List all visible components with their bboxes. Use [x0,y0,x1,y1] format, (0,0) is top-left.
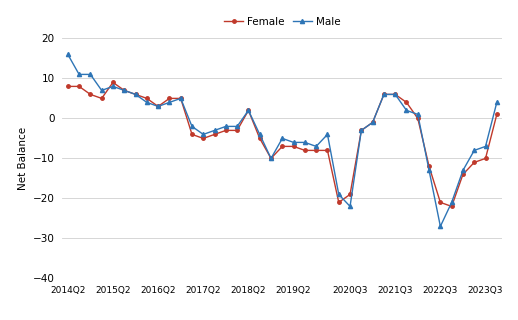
Male [324,132,330,136]
Female [76,84,82,88]
Y-axis label: Net Balance: Net Balance [19,127,28,190]
Male [449,200,455,204]
Female [302,148,308,152]
Female [65,84,71,88]
Male [76,72,82,76]
Male [256,132,263,136]
Male [482,145,488,148]
Female [223,128,229,132]
Female [369,120,376,124]
Male [268,156,274,160]
Male [246,108,252,112]
Line: Female: Female [66,81,498,208]
Male [234,124,240,128]
Male [392,92,398,96]
Female [415,116,421,120]
Female [404,100,410,104]
Female [426,164,432,168]
Female [392,92,398,96]
Line: Male: Male [66,52,499,228]
Male [347,204,353,208]
Male [223,124,229,128]
Female [358,128,365,132]
Female [133,92,139,96]
Male [178,97,184,100]
Female [494,112,500,116]
Male [166,100,172,104]
Male [494,100,500,104]
Female [246,108,252,112]
Male [404,108,410,112]
Female [256,136,263,140]
Male [143,100,150,104]
Female [291,145,297,148]
Male [189,124,195,128]
Male [313,145,319,148]
Male [415,112,421,116]
Female [449,204,455,208]
Female [347,192,353,196]
Female [200,136,206,140]
Male [121,88,127,92]
Male [358,128,365,132]
Male [369,120,376,124]
Male [155,104,161,108]
Male [87,72,93,76]
Female [189,132,195,136]
Male [471,148,478,152]
Female [381,92,387,96]
Male [291,140,297,144]
Female [110,80,116,84]
Male [336,192,342,196]
Male [110,84,116,88]
Male [65,52,71,56]
Female [336,200,342,204]
Female [313,148,319,152]
Female [279,145,285,148]
Male [98,88,105,92]
Male [279,136,285,140]
Male [460,168,466,172]
Female [178,97,184,100]
Female [211,132,218,136]
Female [482,156,488,160]
Female [155,104,161,108]
Male [302,140,308,144]
Male [381,92,387,96]
Female [98,97,105,100]
Male [426,168,432,172]
Female [166,97,172,100]
Female [437,200,443,204]
Male [133,92,139,96]
Female [143,97,150,100]
Female [87,92,93,96]
Male [211,128,218,132]
Female [324,148,330,152]
Female [268,156,274,160]
Female [121,88,127,92]
Legend: Female, Male: Female, Male [220,12,344,31]
Male [200,132,206,136]
Female [234,128,240,132]
Female [460,172,466,176]
Female [471,161,478,164]
Male [437,225,443,228]
